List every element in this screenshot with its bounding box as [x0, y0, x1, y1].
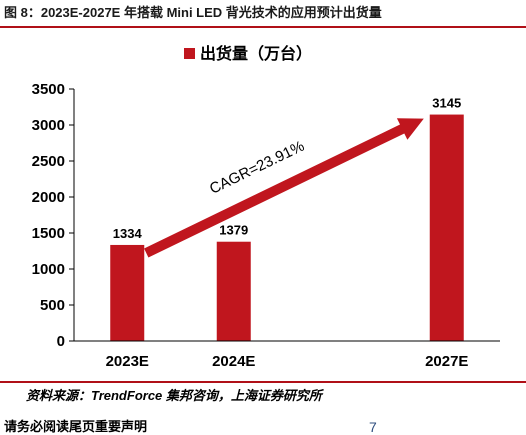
y-tick-label: 1500: [32, 225, 65, 242]
cagr-label: CAGR=23.91%: [207, 138, 307, 198]
bar-chart: 出货量（万台） 0 500 1000 1500 2000 2500 3000 3500 133…: [32, 44, 500, 370]
data-label-2024E: 1379: [219, 223, 248, 238]
cagr-arrow-shape: [144, 118, 424, 258]
y-tick-label: 1000: [32, 261, 65, 278]
x-tick-label-2027E: 2027E: [425, 353, 468, 370]
title-rule: [0, 26, 526, 28]
cagr-arrow: [144, 118, 424, 258]
disclaimer-footer: 请务必阅读尾页重要声明: [4, 419, 148, 434]
bar-2024E: [216, 241, 251, 341]
y-tick-label: 3000: [32, 117, 65, 134]
y-axis: 0 500 1000 1500 2000 2500 3000 3500: [32, 81, 75, 350]
data-label-2027E: 3145: [432, 96, 461, 111]
x-tick-label-2023E: 2023E: [106, 353, 149, 370]
page-number: 7: [369, 419, 377, 435]
bars: 1334 1379 3145: [110, 96, 464, 341]
x-tick-label-2024E: 2024E: [212, 353, 255, 370]
y-tick-label: 2000: [32, 189, 65, 206]
y-tick-label: 3500: [32, 81, 65, 98]
chart-legend: 出货量（万台）: [184, 44, 312, 63]
y-tick-label: 2500: [32, 153, 65, 170]
data-label-2023E: 1334: [113, 226, 143, 241]
legend-label: 出货量（万台）: [200, 44, 312, 63]
legend-swatch: [184, 48, 195, 59]
y-tick-label: 0: [57, 333, 65, 350]
source-rule: [0, 381, 526, 383]
y-tick-label: 500: [40, 297, 65, 314]
bar-2027E: [429, 114, 464, 341]
x-axis: 2023E 2024E 2027E: [74, 340, 500, 370]
figure-title: 图 8：2023E-2027E 年搭载 Mini LED 背光技术的应用预计出货…: [4, 5, 382, 20]
source-note: 资料来源：TrendForce 集邦咨询，上海证券研究所: [26, 388, 322, 403]
bar-2023E: [110, 244, 145, 341]
